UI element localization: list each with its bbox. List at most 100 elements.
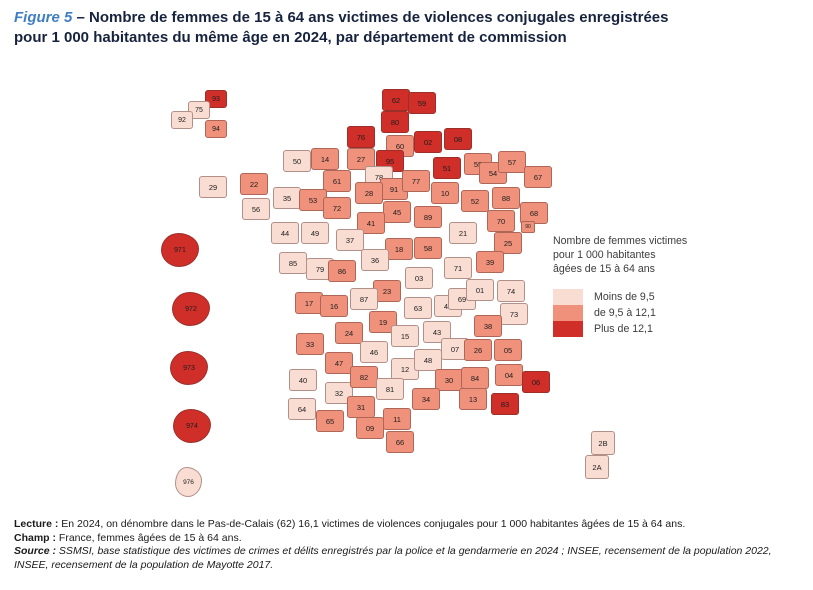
department-971: 971 [161, 233, 199, 267]
department-39: 39 [476, 251, 504, 273]
legend-title-line-1: Nombre de femmes victimes [553, 235, 688, 247]
department-40: 40 [289, 369, 317, 391]
department-66: 66 [386, 431, 414, 453]
department-67: 67 [524, 166, 552, 188]
department-56: 56 [242, 198, 270, 220]
department-2B: 2B [591, 431, 615, 455]
department-85: 85 [279, 252, 307, 274]
map-legend: Nombre de femmes victimes pour 1 000 hab… [553, 235, 783, 337]
department-64: 64 [288, 398, 316, 420]
department-57: 57 [498, 151, 526, 173]
department-58: 58 [414, 237, 442, 259]
legend-item: de 9,5 à 12,1 [553, 304, 783, 321]
department-87: 87 [350, 288, 378, 310]
department-73: 73 [500, 303, 528, 325]
department-19: 19 [369, 311, 397, 333]
department-32: 32 [325, 382, 353, 404]
department-28: 28 [355, 182, 383, 204]
department-70: 70 [487, 210, 515, 232]
department-36: 36 [361, 249, 389, 271]
figure-title-text: Nombre de femmes de 15 à 64 ans victimes… [14, 9, 669, 46]
department-976: 976 [175, 467, 202, 497]
department-75: 75 [188, 101, 210, 119]
department-61: 61 [323, 170, 351, 192]
department-50: 50 [283, 150, 311, 172]
department-29: 29 [199, 176, 227, 198]
department-14: 14 [311, 148, 339, 170]
department-27: 27 [347, 148, 375, 170]
department-18: 18 [385, 238, 413, 260]
legend-swatch [553, 320, 583, 337]
department-38: 38 [474, 315, 502, 337]
department-30: 30 [435, 369, 463, 391]
department-74: 74 [497, 280, 525, 302]
department-90: 90 [521, 221, 535, 233]
department-26: 26 [464, 339, 492, 361]
department-65: 65 [316, 410, 344, 432]
department-972: 972 [172, 292, 210, 326]
department-35: 35 [273, 187, 301, 209]
department-76: 76 [347, 126, 375, 148]
department-17: 17 [295, 292, 323, 314]
department-41: 41 [357, 212, 385, 234]
department-71: 71 [444, 257, 472, 279]
legend-item-label: Moins de 9,5 [594, 290, 655, 303]
figure-footnotes: Lecture : En 2024, on dénombre dans le P… [14, 518, 800, 573]
department-25: 25 [494, 232, 522, 254]
department-37: 37 [336, 229, 364, 251]
department-81: 81 [376, 378, 404, 400]
legend-item: Plus de 12,1 [553, 320, 783, 337]
department-13: 13 [459, 388, 487, 410]
department-94: 94 [205, 120, 227, 138]
department-46: 46 [360, 341, 388, 363]
department-84: 84 [461, 367, 489, 389]
lecture-label: Lecture : [14, 518, 59, 530]
department-04: 04 [495, 364, 523, 386]
department-02: 02 [414, 131, 442, 153]
department-01: 01 [466, 279, 494, 301]
champ-text: France, femmes âgées de 15 à 64 ans. [56, 531, 242, 544]
department-44: 44 [271, 222, 299, 244]
department-51: 51 [433, 157, 461, 179]
department-52: 52 [461, 190, 489, 212]
department-53: 53 [299, 189, 327, 211]
department-88: 88 [492, 187, 520, 209]
department-77: 77 [402, 170, 430, 192]
department-21: 21 [449, 222, 477, 244]
department-45: 45 [383, 201, 411, 223]
department-24: 24 [335, 322, 363, 344]
department-974: 974 [173, 409, 211, 443]
department-31: 31 [347, 396, 375, 418]
department-62: 62 [382, 89, 410, 111]
figure-label: Figure 5 [14, 9, 73, 26]
legend-item: Moins de 9,5 [553, 288, 783, 305]
legend-item-label: de 9,5 à 12,1 [594, 306, 656, 319]
lecture-text: En 2024, on dénombre dans le Pas-de-Cala… [58, 518, 686, 530]
champ-label: Champ : [14, 531, 56, 544]
department-2A: 2A [585, 455, 609, 479]
department-82: 82 [350, 366, 378, 388]
department-973: 973 [170, 351, 208, 385]
figure-separator: – [72, 9, 90, 26]
department-16: 16 [320, 295, 348, 317]
department-80: 80 [381, 111, 409, 133]
department-09: 09 [356, 417, 384, 439]
legend-title: Nombre de femmes victimes pour 1 000 hab… [553, 235, 783, 277]
department-11: 11 [383, 408, 411, 430]
department-63: 63 [404, 297, 432, 319]
department-59: 59 [408, 92, 436, 114]
department-43: 43 [423, 321, 451, 343]
legend-swatch [553, 304, 583, 321]
department-47: 47 [325, 352, 353, 374]
source-label: Source : [14, 545, 57, 558]
department-05: 05 [494, 339, 522, 361]
department-33: 33 [296, 333, 324, 355]
legend-item-label: Plus de 12,1 [594, 322, 653, 335]
source-note: Source : SSMSI, base statistique des vic… [14, 545, 800, 572]
department-22: 22 [240, 173, 268, 195]
department-89: 89 [414, 206, 442, 228]
source-text: SSMSI, base statistique des victimes de … [14, 545, 772, 571]
department-83: 83 [491, 393, 519, 415]
